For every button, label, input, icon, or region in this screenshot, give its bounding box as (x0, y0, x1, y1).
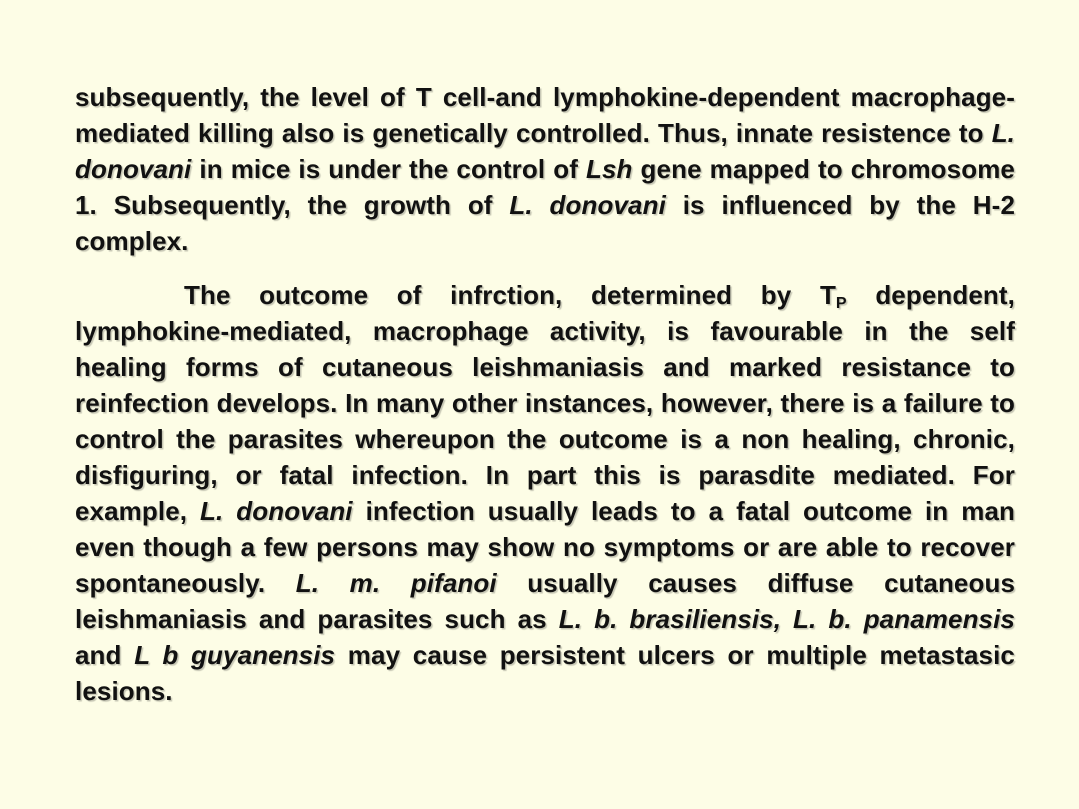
paragraph-2-text: and (75, 640, 135, 670)
paragraph-2-text: infection usually leads to a fatal outco… (75, 496, 1015, 598)
paragraph-2: The outcome of infrction, determined by … (75, 277, 1015, 709)
paragraph-2-text: may cause persistent ulcers or multiple … (75, 640, 1015, 706)
paragraph-2-text: The outcome of infrction, determined by … (184, 280, 836, 310)
paragraph-1: subsequently, the level of T cell-and ly… (75, 79, 1015, 259)
paragraph-1-text: is influenced by the H-2 complex. (75, 190, 1015, 256)
species-name: L. b. brasiliensis, L. b. panamensis (558, 604, 1015, 634)
species-name: L. m. pifanoi (295, 568, 497, 598)
species-name: L. donovani (200, 496, 353, 526)
paragraph-1-text: gene mapped to chromosome 1. Subsequentl… (75, 154, 1015, 220)
paragraph-2-text: usually causes diffuse cutaneous leishma… (75, 568, 1016, 634)
paragraph-2-text: dependent, lymphokine-mediated, macropha… (75, 280, 1015, 526)
gene-name: Lsh (585, 154, 633, 184)
species-name: L. donovani (509, 190, 666, 220)
species-name: L b guyanensis (134, 640, 336, 670)
subscript: P (835, 295, 847, 312)
paragraph-1-text: in mice is under the control of (191, 154, 586, 184)
species-name: L. donovani (75, 118, 1015, 184)
paragraph-1-text: subsequently, the level of T cell-and ly… (75, 82, 1015, 148)
